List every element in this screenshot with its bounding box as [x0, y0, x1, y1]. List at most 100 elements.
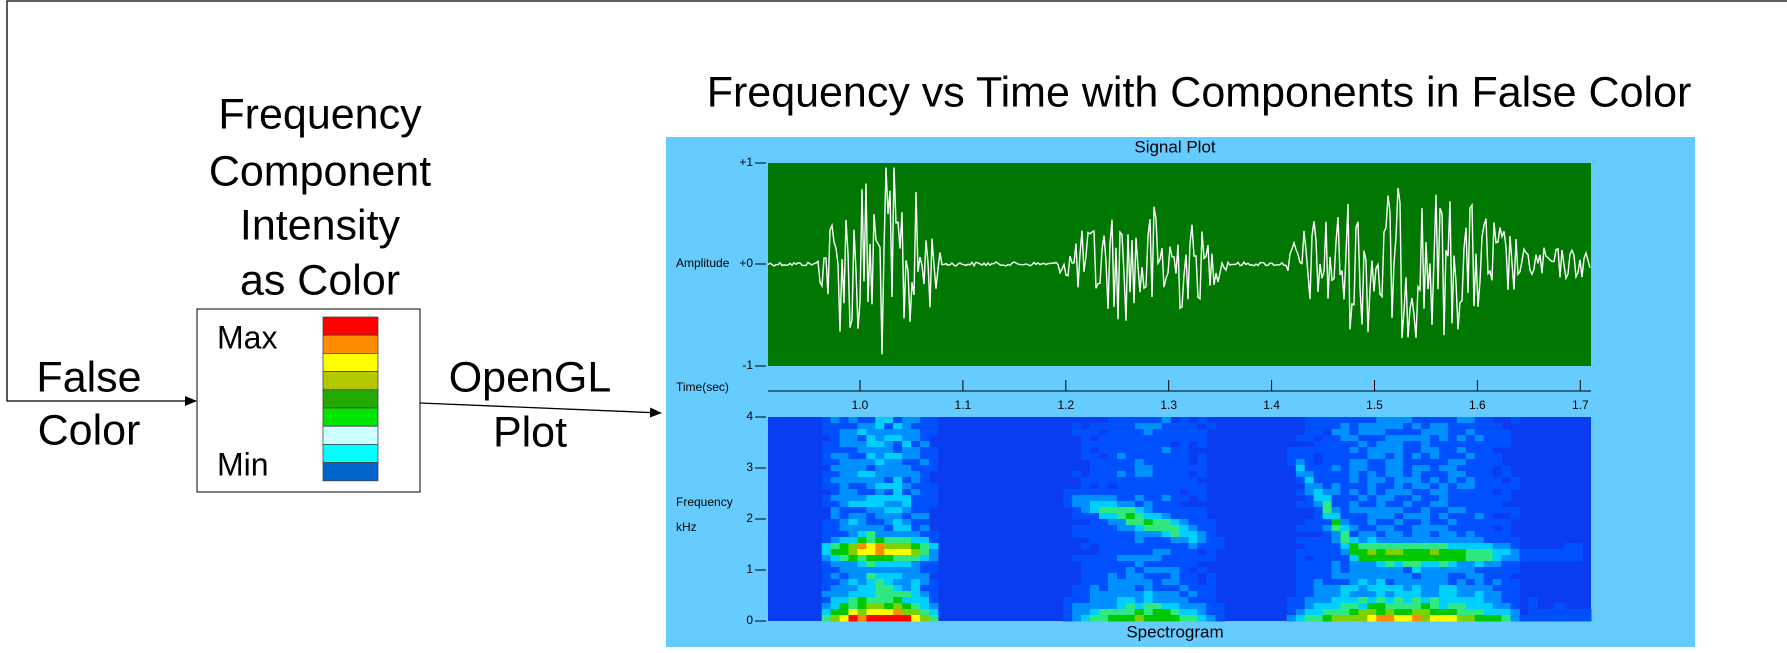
spectrogram-cell [1501, 579, 1511, 586]
spectrogram-cell [821, 531, 832, 538]
spectrogram-cell [1376, 489, 1386, 496]
spectrogram-cell [1367, 555, 1377, 562]
spectrogram-cell [1430, 567, 1440, 574]
spectrogram-cell [1143, 543, 1154, 550]
spectrogram-cell [1412, 471, 1422, 478]
spectrogram-cell [1313, 591, 1324, 598]
spectrogram-cell [911, 585, 921, 592]
spectrogram-cell [1179, 423, 1189, 430]
spectrogram-cell [1340, 447, 1350, 454]
spectrogram-cell [1179, 441, 1189, 448]
spectrogram-cell [1492, 459, 1502, 466]
spectrogram-cell [830, 459, 840, 466]
spectrogram-cell [1555, 549, 1565, 556]
spectrogram-cell [1295, 585, 1306, 592]
spectrogram-cell [1322, 471, 1332, 478]
spectrogram-cell [1510, 537, 1520, 544]
spectrogram-cell [1447, 555, 1458, 562]
spectrogram-cell [1197, 603, 1207, 610]
spectrogram-cell [1304, 591, 1315, 598]
spectrogram-cell [1447, 453, 1458, 460]
spectrogram-cell [839, 549, 849, 556]
spectrogram-cell [1501, 597, 1511, 604]
spectrogram-cell [1421, 579, 1431, 586]
spectrogram-cell [1403, 507, 1413, 514]
spectrogram-cell [1340, 489, 1350, 496]
spectrogram-cell [1152, 561, 1163, 568]
spectrogram-cell [911, 603, 921, 610]
spectrogram-cell [1555, 615, 1565, 622]
legend-box [196, 308, 421, 493]
spectrogram-cell [1161, 591, 1171, 598]
spectrogram-cell [902, 477, 912, 484]
spectrogram-cell [1125, 549, 1136, 556]
spectrogram-cell [1421, 585, 1431, 592]
spectrogram-cell [1474, 447, 1485, 454]
spectrogram-cell [1179, 591, 1189, 598]
spectrogram-cell [1403, 465, 1413, 472]
amplitude-tick-label: -1 [742, 358, 753, 372]
spectrogram-cell [920, 435, 930, 442]
spectrogram-cell [1143, 489, 1154, 496]
spectrogram-cell [839, 447, 849, 454]
spectrogram-cell [929, 603, 939, 610]
spectrogram-cell [1367, 423, 1377, 430]
spectrogram-cell [1492, 585, 1502, 592]
spectrogram-cell [1340, 537, 1350, 544]
spectrogram-cell [1161, 573, 1171, 580]
spectrogram-cell [1421, 603, 1431, 610]
spectrogram-cell [893, 495, 903, 502]
spectrogram-cell [1358, 447, 1368, 454]
spectrogram-cell [875, 615, 885, 622]
color-swatch [322, 371, 379, 391]
spectrogram-cell [1116, 417, 1127, 424]
spectrogram-cell [1456, 579, 1467, 586]
spectrogram-cell [1161, 579, 1171, 586]
spectrogram-cell [1081, 441, 1091, 448]
spectrogram-cell [821, 423, 832, 430]
spectrogram-cell [1206, 543, 1216, 550]
spectrogram-cell [1474, 597, 1485, 604]
spectrogram-cell [1403, 615, 1413, 622]
spectrogram-cell [1465, 537, 1476, 544]
spectrogram-cell [1295, 471, 1306, 478]
spectrogram-cell [1447, 519, 1458, 526]
spectrogram-cell [1188, 519, 1198, 526]
spectrogram-cell [1430, 435, 1440, 442]
spectrogram-cell [1465, 447, 1476, 454]
spectrogram-cell [1349, 441, 1359, 448]
spectrogram-cell [902, 555, 912, 562]
spectrogram-cell [1304, 573, 1315, 580]
spectrogram-cell [1170, 489, 1180, 496]
spectrogram-cell [830, 447, 840, 454]
spectrogram-cell [1349, 489, 1359, 496]
spectrogram-cell [1376, 453, 1386, 460]
spectrogram-cell [1385, 555, 1395, 562]
spectrogram-cell [1474, 591, 1485, 598]
spectrogram-cell [1483, 519, 1494, 526]
spectrogram-cell [1107, 573, 1118, 580]
spectrogram-cell [1421, 417, 1431, 424]
spectrogram-cell [1179, 543, 1189, 550]
spectrogram-cell [1161, 465, 1171, 472]
spectrogram-cell [1349, 483, 1359, 490]
spectrogram-cell [1438, 567, 1449, 574]
spectrogram-cell [1188, 483, 1198, 490]
spectrogram-cell [1358, 585, 1368, 592]
spectrogram-cell [893, 543, 903, 550]
spectrogram-cell [1170, 615, 1180, 622]
spectrogram-cell [1331, 585, 1341, 592]
spectrogram-cell [1313, 543, 1324, 550]
spectrogram-cell [1322, 603, 1332, 610]
spectrogram-cell [1385, 591, 1395, 598]
spectrogram-cell [1125, 501, 1136, 508]
spectrogram-cell [848, 597, 858, 604]
spectrogram-cell [1447, 483, 1458, 490]
spectrogram-cell [929, 459, 939, 466]
spectrogram-cell [1197, 585, 1207, 592]
spectrogram-cell [1313, 429, 1324, 436]
spectrogram-cell [1394, 561, 1404, 568]
spectrogram-cell [1403, 459, 1413, 466]
spectrogram-cell [920, 615, 930, 622]
spectrogram-cell [1161, 585, 1171, 592]
